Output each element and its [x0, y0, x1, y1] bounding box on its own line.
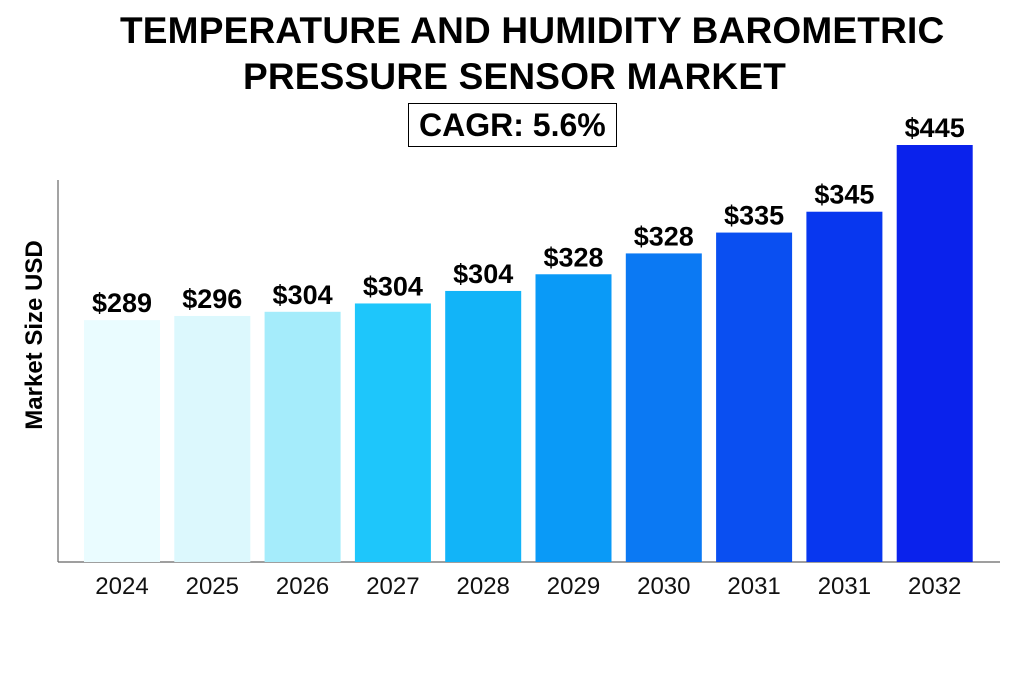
x-tick-label-1: 2025 [186, 573, 239, 600]
cagr-badge: CAGR: 5.6% [408, 103, 617, 147]
data-label-5: $328 [543, 242, 603, 272]
x-tick-label-6: 2030 [637, 573, 690, 600]
chart-title-line-2: PRESSURE SENSOR MARKET [243, 56, 787, 97]
data-label-7: $335 [724, 201, 784, 231]
x-tick-label-7: 2031 [727, 573, 780, 600]
x-tick-label-4: 2028 [457, 573, 510, 600]
data-label-2: $304 [273, 280, 333, 310]
x-tick-label-2: 2026 [276, 573, 329, 600]
x-tick-label-8: 2031 [818, 573, 871, 600]
data-label-8: $345 [814, 180, 874, 210]
bar-3 [354, 303, 431, 562]
x-tick-label-3: 2027 [366, 573, 419, 600]
bar-7 [716, 232, 793, 562]
bar-9 [896, 145, 973, 562]
bar-2 [264, 311, 341, 562]
bar-0 [84, 320, 160, 562]
x-tick-label-5: 2029 [547, 573, 600, 600]
data-label-9: $445 [905, 113, 965, 143]
bar-8 [806, 211, 883, 562]
chart-title-line-1: TEMPERATURE AND HUMIDITY BAROMETRIC [120, 10, 945, 51]
bar-6 [625, 253, 702, 563]
data-label-6: $328 [634, 221, 694, 251]
data-label-1: $296 [182, 284, 242, 314]
bar-5 [535, 274, 612, 562]
data-label-3: $304 [363, 271, 423, 301]
x-tick-label-0: 2024 [95, 573, 148, 600]
data-label-0: $289 [92, 288, 152, 318]
data-label-4: $304 [453, 259, 513, 289]
bar-4 [445, 290, 522, 562]
bar-1 [174, 315, 251, 562]
x-tick-label-9: 2032 [908, 573, 961, 600]
